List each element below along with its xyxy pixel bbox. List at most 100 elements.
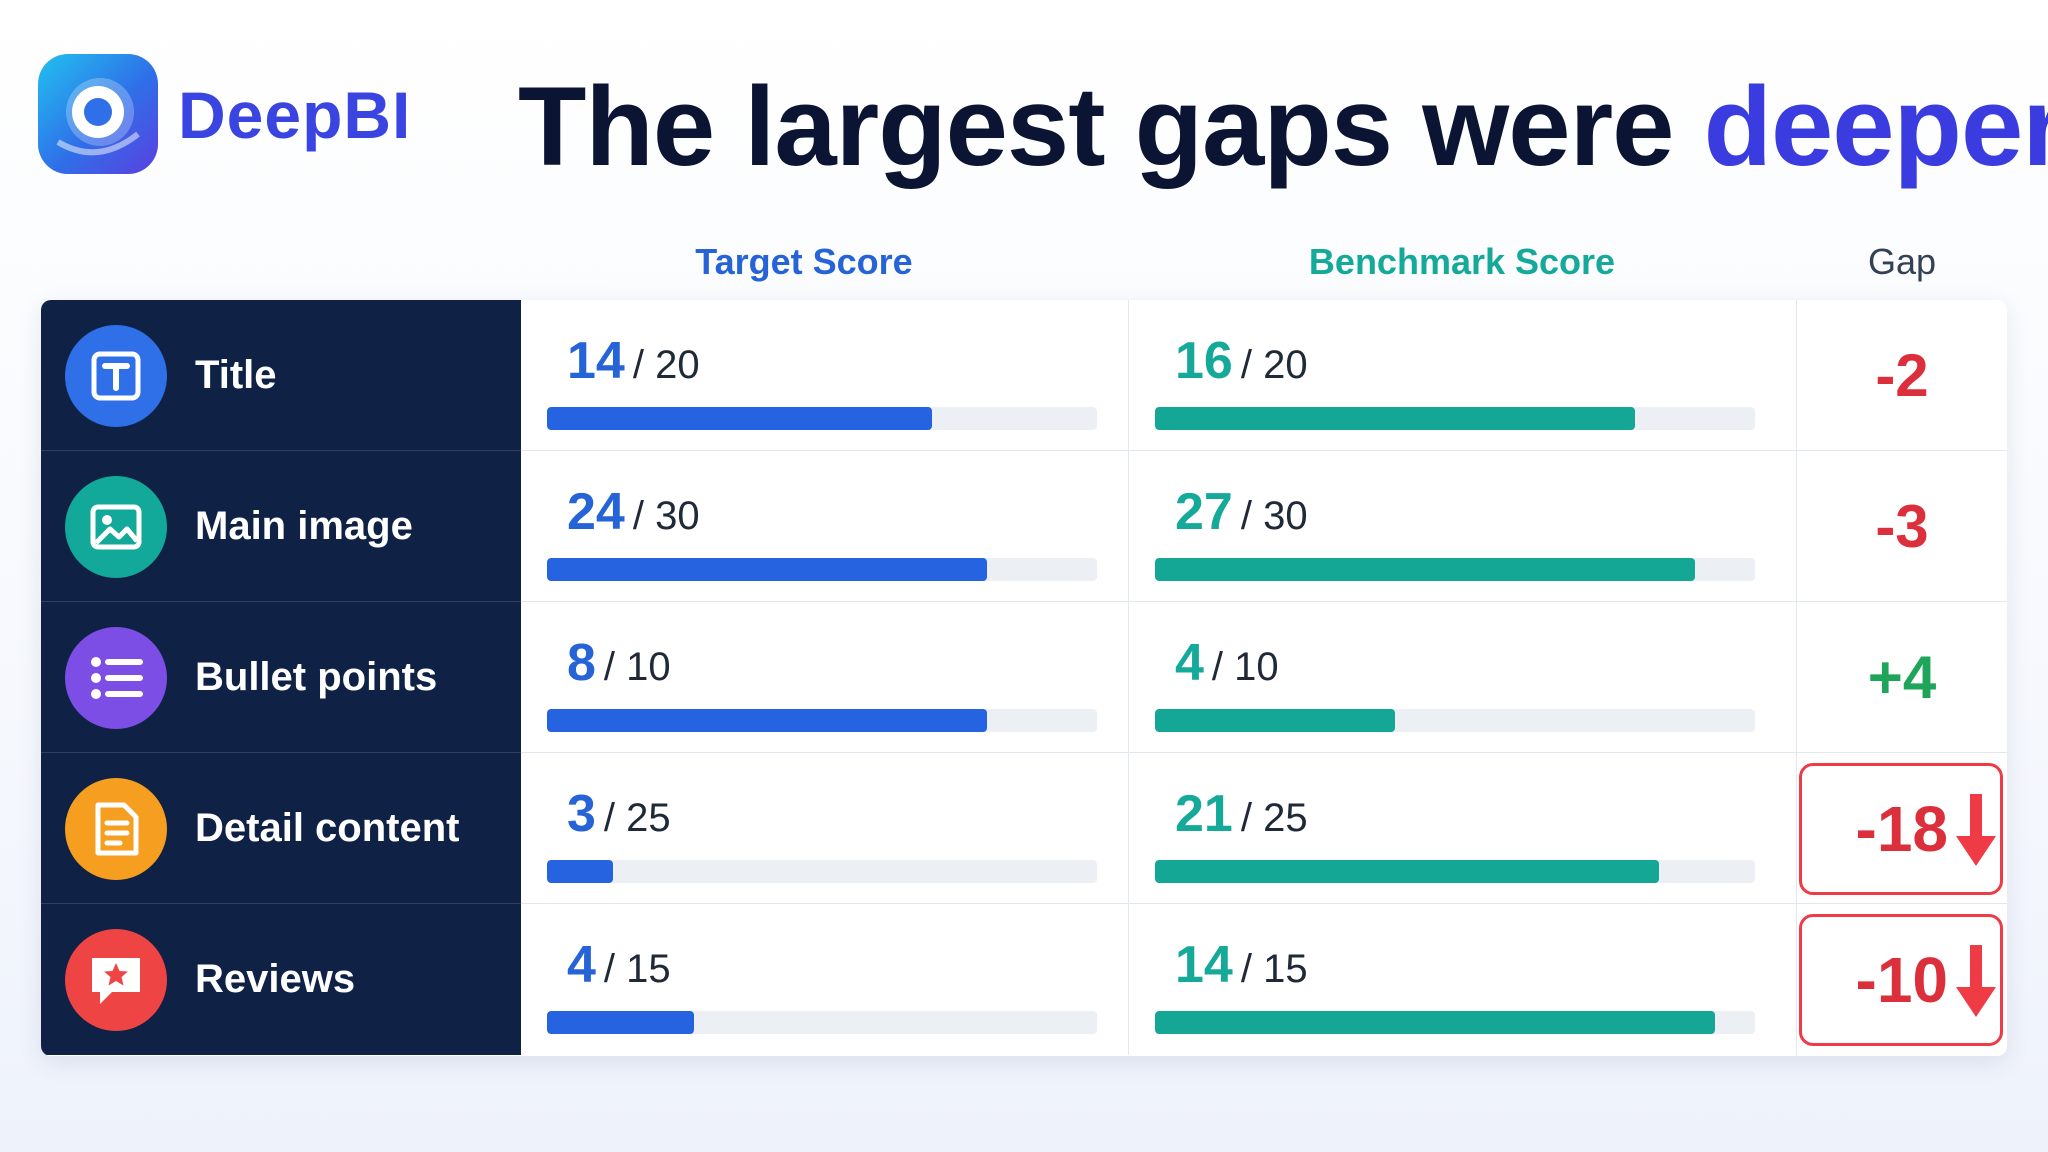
row-label-cell: Bullet points	[41, 602, 521, 753]
title-icon	[65, 325, 167, 427]
target-score-cell: 14/ 20	[521, 300, 1129, 451]
review-star-icon	[65, 929, 167, 1031]
gap-value: -3	[1875, 493, 1929, 560]
benchmark-score: 14/ 15	[1175, 934, 1308, 1009]
benchmark-value: 27	[1175, 483, 1233, 541]
benchmark-bar-track	[1155, 709, 1755, 732]
gap-cell: -2	[1797, 300, 2007, 451]
benchmark-bar	[1155, 709, 1395, 732]
column-header-target: Target Score	[695, 241, 913, 282]
title-main: The largest gaps were	[518, 64, 1674, 189]
target-bar-track	[547, 1011, 1097, 1034]
target-bar-track	[547, 860, 1097, 883]
target-score: 8/ 10	[567, 632, 671, 707]
gap-cell: -10	[1797, 904, 2007, 1055]
table-row: Title 14/ 20 16/ 20 -2	[41, 300, 2007, 451]
row-label-cell: Main image	[41, 451, 521, 602]
target-max: / 20	[632, 343, 700, 387]
gap-highlight-box: -10	[1799, 914, 2003, 1046]
list-icon	[65, 627, 167, 729]
target-score: 24/ 30	[567, 481, 700, 556]
benchmark-score: 21/ 25	[1175, 783, 1308, 858]
target-max: / 10	[603, 645, 671, 689]
benchmark-bar	[1155, 1011, 1715, 1034]
target-value: 4	[567, 936, 596, 994]
target-bar	[547, 1011, 694, 1034]
target-bar	[547, 860, 613, 883]
target-score: 3/ 25	[567, 783, 671, 858]
deepbi-logo-icon	[38, 54, 158, 174]
benchmark-bar	[1155, 860, 1659, 883]
benchmark-value: 21	[1175, 785, 1233, 843]
target-score: 4/ 15	[567, 934, 671, 1009]
target-value: 14	[567, 332, 625, 390]
row-label: Reviews	[195, 957, 356, 1001]
target-bar-track	[547, 709, 1097, 732]
gap-value: +4	[1867, 644, 1937, 711]
gap-cell: -18	[1797, 753, 2007, 904]
target-score-cell: 4/ 15	[521, 904, 1129, 1055]
benchmark-max: / 15	[1240, 947, 1308, 991]
benchmark-bar	[1155, 407, 1635, 430]
target-bar	[547, 558, 987, 581]
gap-value: -10	[1855, 944, 1949, 1016]
brand-name: DeepBI	[178, 78, 412, 152]
row-label: Detail content	[195, 806, 460, 850]
gap-value: -2	[1875, 342, 1929, 409]
row-label-cell: Reviews	[41, 904, 521, 1055]
benchmark-max: / 30	[1240, 494, 1308, 538]
column-header-gap: Gap	[1867, 241, 1937, 282]
benchmark-bar-track	[1155, 407, 1755, 430]
benchmark-score-cell: 27/ 30	[1129, 451, 1797, 602]
target-value: 8	[567, 634, 596, 692]
benchmark-bar	[1155, 558, 1695, 581]
benchmark-max: / 25	[1240, 796, 1308, 840]
table-row: Bullet points 8/ 10 4/ 10 +4	[41, 602, 2007, 753]
benchmark-bar-track	[1155, 860, 1755, 883]
score-table: Title 14/ 20 16/ 20 -2 Main image	[41, 300, 2007, 1056]
column-header-benchmark: Benchmark Score	[1308, 241, 1616, 282]
arrow-down-icon	[1956, 945, 1996, 1017]
target-score-cell: 8/ 10	[521, 602, 1129, 753]
benchmark-max: / 20	[1240, 343, 1308, 387]
target-bar	[547, 407, 932, 430]
row-label: Title	[195, 353, 277, 397]
table-row: Detail content 3/ 25 21/ 25 -18	[41, 753, 2007, 904]
benchmark-bar-track	[1155, 558, 1755, 581]
benchmark-value: 4	[1175, 634, 1204, 692]
target-value: 24	[567, 483, 625, 541]
table-row: Main image 24/ 30 27/ 30 -3	[41, 451, 2007, 602]
gap-highlight-box: -18	[1799, 763, 2003, 895]
benchmark-score-cell: 16/ 20	[1129, 300, 1797, 451]
row-label-cell: Title	[41, 300, 521, 451]
target-max: / 15	[603, 947, 671, 991]
page-title: The largest gaps were deeper	[518, 62, 2048, 192]
row-label-cell: Detail content	[41, 753, 521, 904]
benchmark-value: 16	[1175, 332, 1233, 390]
row-label: Main image	[195, 504, 413, 548]
target-score: 14/ 20	[567, 330, 700, 405]
benchmark-bar-track	[1155, 1011, 1755, 1034]
benchmark-score: 27/ 30	[1175, 481, 1308, 556]
image-icon	[65, 476, 167, 578]
gap-cell: -3	[1797, 451, 2007, 602]
target-value: 3	[567, 785, 596, 843]
benchmark-score: 4/ 10	[1175, 632, 1279, 707]
benchmark-score-cell: 14/ 15	[1129, 904, 1797, 1055]
target-bar-track	[547, 407, 1097, 430]
benchmark-max: / 10	[1211, 645, 1279, 689]
table-row: Reviews 4/ 15 14/ 15 -10	[41, 904, 2007, 1055]
benchmark-score-cell: 4/ 10	[1129, 602, 1797, 753]
target-bar	[547, 709, 987, 732]
target-max: / 30	[632, 494, 700, 538]
document-icon	[65, 778, 167, 880]
benchmark-score: 16/ 20	[1175, 330, 1308, 405]
benchmark-value: 14	[1175, 936, 1233, 994]
arrow-down-icon	[1956, 794, 1996, 866]
target-score-cell: 24/ 30	[521, 451, 1129, 602]
target-max: / 25	[603, 796, 671, 840]
target-score-cell: 3/ 25	[521, 753, 1129, 904]
target-bar-track	[547, 558, 1097, 581]
benchmark-score-cell: 21/ 25	[1129, 753, 1797, 904]
title-accent: deeper	[1703, 64, 2048, 189]
